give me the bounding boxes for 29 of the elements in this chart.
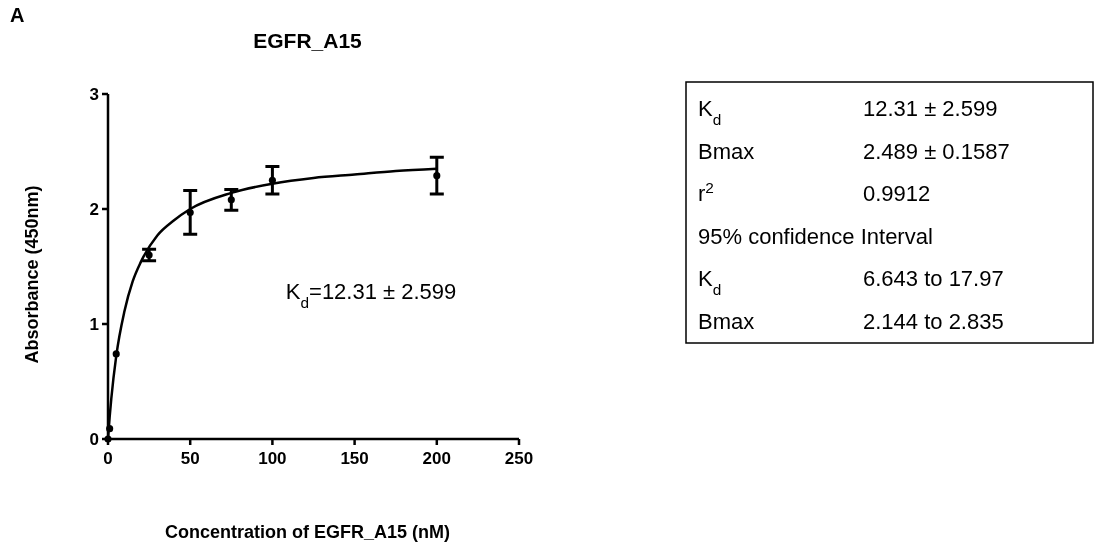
category-label: K$_{d}$ [698,96,722,128]
category-label: Bmax [698,138,755,164]
point [268,176,276,184]
y-tick-label: 2 [89,199,99,219]
category-label: K$_{d}$ [698,266,722,298]
x-tick-label: 50 [180,449,200,468]
text: A [10,4,25,26]
y-axis-title: Absorbance (450nm) [22,185,42,364]
x-tick-label: 200 [422,449,451,468]
x-tick-label: 150 [340,449,369,468]
y-tick-label: 1 [89,314,99,334]
category-label: r$^{2}$ [698,178,714,206]
x-tick-label: 100 [258,449,287,468]
text: 0.9912 [863,181,931,206]
annotation: K$_{d}$=12.31 ± 2.599 [285,278,457,311]
point [227,196,235,204]
text: 2.489 ± 0.1587 [863,138,1010,164]
text: 2.144 to 2.835 [863,308,1004,334]
category-label: 95% confidence Interval [698,223,933,249]
x-axis-title: Concentration of EGFR_A15 (nM) [164,522,451,542]
x-tick-label: 0 [103,449,113,468]
y-tick-label: 3 [89,84,99,104]
y-tick-label: 0 [89,429,99,449]
chart-title: EGFR_A15 [253,29,363,52]
text: 6.643 to 17.97 [863,266,1004,291]
point [433,172,441,180]
category-label: Bmax [698,308,755,334]
x-tick-label: 250 [504,449,534,468]
text: 12.31 ± 2.599 [863,96,998,121]
